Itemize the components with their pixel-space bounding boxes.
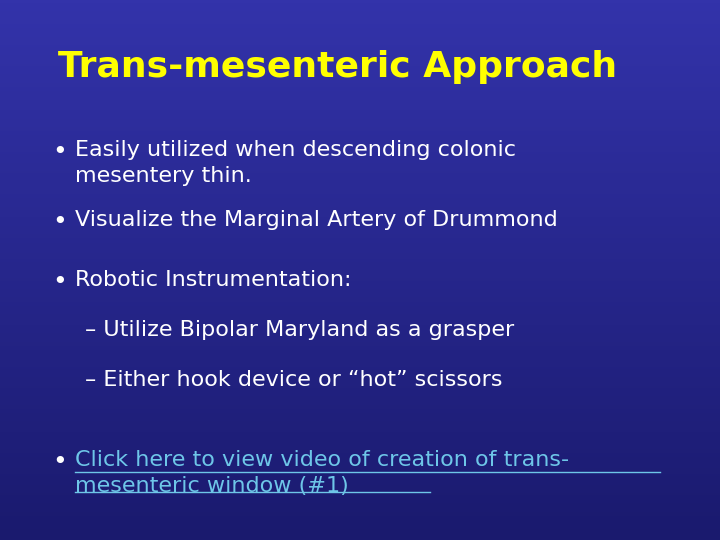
Text: •: • (52, 210, 67, 234)
Text: •: • (52, 270, 67, 294)
Text: – Either hook device or “hot” scissors: – Either hook device or “hot” scissors (85, 370, 503, 390)
Text: •: • (52, 450, 67, 474)
Text: Trans-mesenteric Approach: Trans-mesenteric Approach (58, 50, 617, 84)
Text: Click here to view video of creation of trans-
mesenteric window (#1): Click here to view video of creation of … (75, 450, 569, 496)
Text: Easily utilized when descending colonic
mesentery thin.: Easily utilized when descending colonic … (75, 140, 516, 186)
Text: Robotic Instrumentation:: Robotic Instrumentation: (75, 270, 351, 290)
Text: •: • (52, 140, 67, 164)
Text: – Utilize Bipolar Maryland as a grasper: – Utilize Bipolar Maryland as a grasper (85, 320, 514, 340)
Text: Visualize the Marginal Artery of Drummond: Visualize the Marginal Artery of Drummon… (75, 210, 558, 230)
